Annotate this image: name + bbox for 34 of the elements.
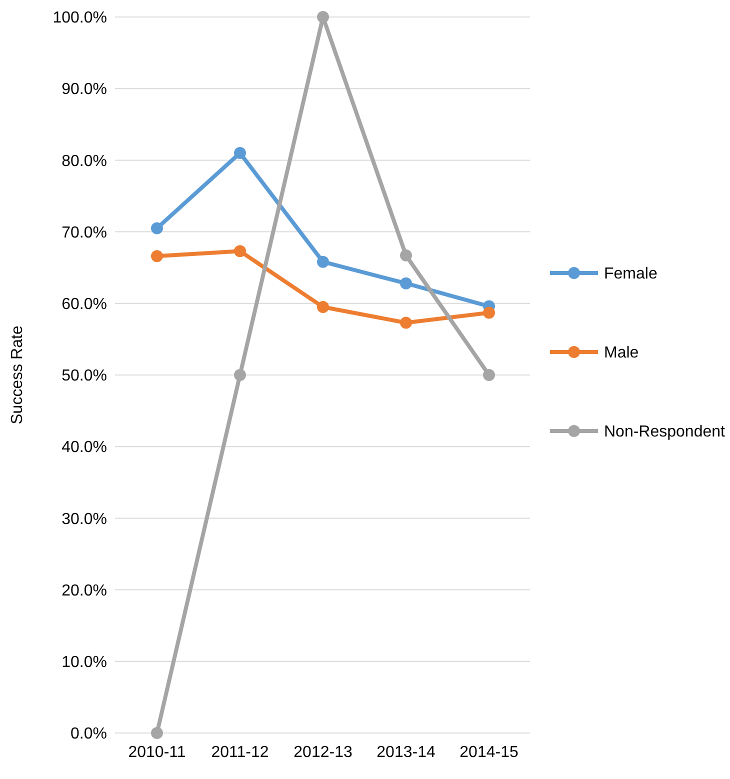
- point: [317, 300, 329, 313]
- legend-label: Female: [604, 266, 658, 283]
- point: [483, 306, 495, 319]
- y-tick-label: 90.0%: [62, 81, 107, 98]
- y-tick-label: 100.0%: [52, 10, 107, 27]
- x-tick-label: 2014-15: [460, 744, 518, 761]
- x-tick-label: 2011-12: [211, 744, 269, 761]
- point: [400, 249, 412, 262]
- point: [234, 369, 246, 381]
- y-tick-label: 0.0%: [70, 726, 107, 743]
- x-tick-label: 2013-14: [376, 744, 436, 761]
- y-tick-label: 50.0%: [62, 368, 107, 385]
- point: [234, 147, 246, 160]
- point: [400, 277, 412, 290]
- x-tick-label: 2012-13: [294, 744, 352, 761]
- y-tick-label: 40.0%: [62, 439, 107, 456]
- y-tick-label: 80.0%: [62, 152, 107, 170]
- point: [317, 11, 329, 23]
- x-tick-label: 2010-11: [128, 744, 186, 761]
- point: [317, 256, 329, 268]
- y-tick-label: 30.0%: [62, 510, 107, 528]
- point: [483, 369, 495, 381]
- point: [151, 727, 163, 739]
- y-tick-label: 60.0%: [62, 296, 107, 313]
- y-tick-label: 20.0%: [62, 582, 107, 600]
- point: [151, 250, 163, 262]
- point: [151, 222, 163, 234]
- point: [234, 245, 246, 258]
- legend-label: Male: [604, 344, 639, 362]
- y-tick-label: 70.0%: [62, 224, 107, 242]
- legend-label: Non-Respondent: [604, 424, 726, 441]
- point: [400, 316, 412, 329]
- y-axis-title: Success Rate: [9, 326, 26, 424]
- y-tick-label: 10.0%: [62, 654, 107, 671]
